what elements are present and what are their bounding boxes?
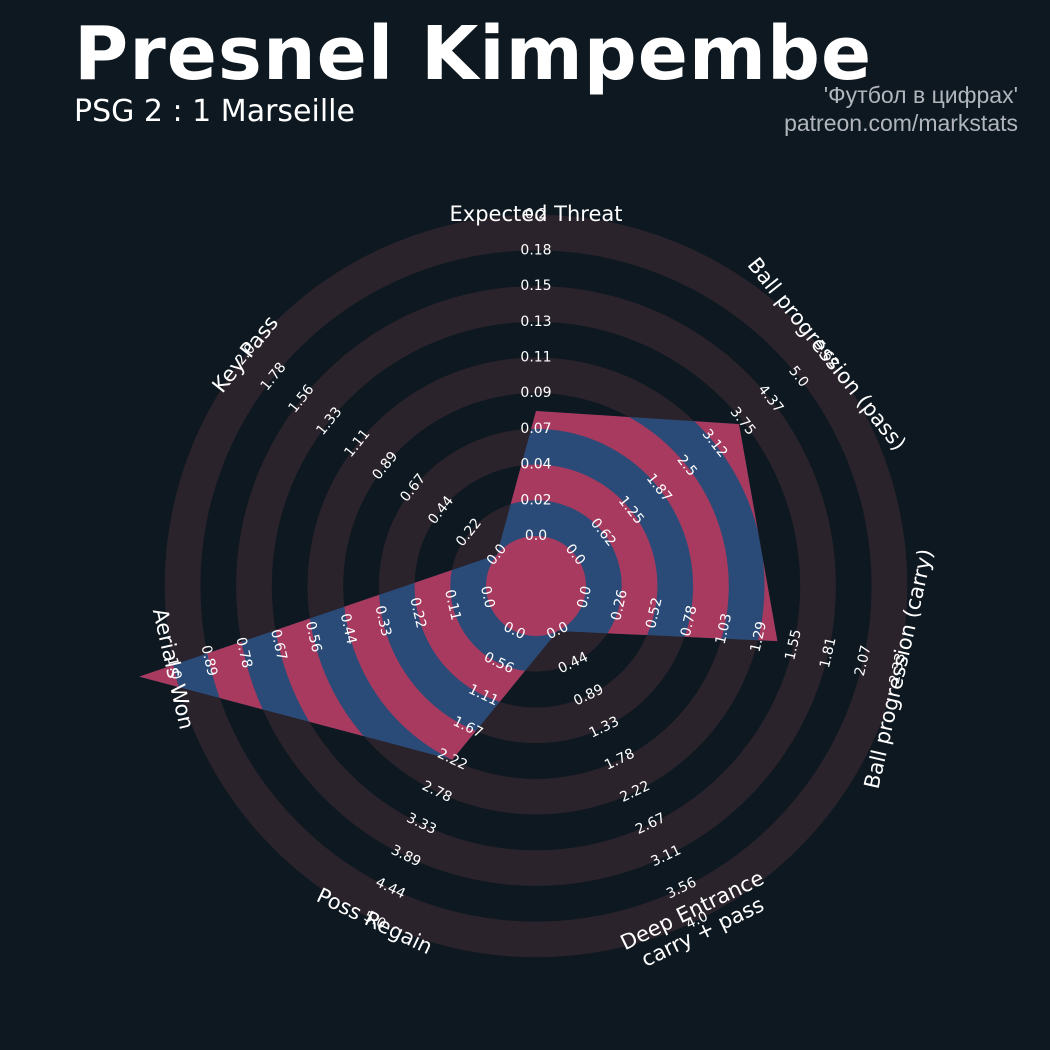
tick-label: 1.0: [164, 656, 185, 681]
tick-label: 0.09: [520, 385, 551, 401]
tick-label: 0.13: [520, 314, 551, 330]
tick-label: 0.26: [608, 588, 631, 622]
tick-label: 0.11: [441, 588, 464, 622]
tick-label: 0.11: [520, 350, 551, 366]
tick-label: 0.33: [372, 604, 395, 638]
tick-label: 2.33: [887, 652, 910, 686]
tick-label: 0.89: [198, 644, 221, 678]
tick-label: 0.18: [520, 242, 551, 258]
credit-line-2: patreon.com/markstats: [784, 110, 1018, 136]
chart-title: Presnel Kimpembe: [74, 11, 873, 97]
tick-label: 0.44: [337, 612, 360, 646]
tick-label: 0.78: [232, 636, 255, 670]
tick-label: 1.55: [782, 628, 805, 662]
tick-label: 0.0: [574, 584, 595, 609]
param-label: Expected Threat: [450, 202, 623, 226]
tick-label: 0.07: [520, 421, 551, 437]
tick-label: 2.07: [852, 644, 875, 678]
tick-label: 1.81: [817, 636, 840, 670]
match-subtitle: PSG 2 : 1 Marseille: [74, 94, 355, 129]
player-band: [486, 536, 586, 636]
tick-label: 0.22: [406, 596, 429, 630]
tick-label: 0.02: [520, 492, 551, 508]
tick-label: 0.0: [525, 528, 547, 544]
tick-label: 0.67: [267, 628, 290, 662]
tick-label: 0.2: [525, 207, 547, 223]
tick-label: 0.78: [678, 604, 701, 638]
credit-line-1: 'Футбол в цифрах': [823, 82, 1018, 108]
tick-label: 0.15: [520, 278, 551, 294]
tick-label: 1.03: [713, 612, 736, 646]
tick-label: 0.52: [643, 596, 666, 630]
tick-label: 0.0: [477, 584, 498, 609]
tick-label: 0.56: [302, 620, 325, 654]
tick-label: 0.04: [520, 457, 551, 473]
tick-label: 1.29: [748, 620, 771, 654]
